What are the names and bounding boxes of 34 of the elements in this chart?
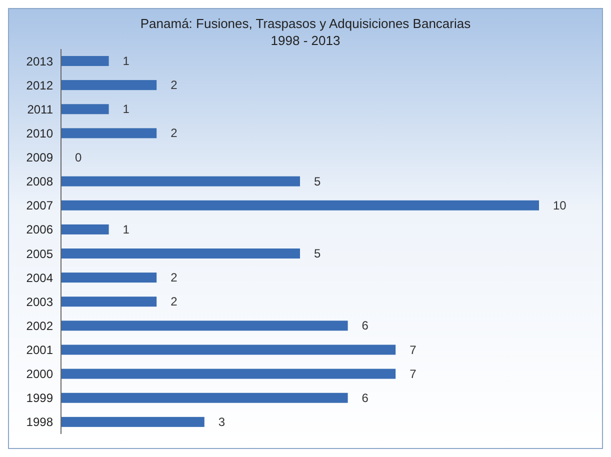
data-label: 5 — [314, 174, 321, 188]
y-tick-label: 2000 — [26, 367, 54, 382]
chart-subtitle: 1998 - 2013 — [270, 32, 342, 49]
y-tick-label: 2007 — [26, 198, 54, 213]
data-label: 0 — [75, 150, 82, 164]
y-tick-label: 1998 — [26, 415, 54, 430]
y-tick-label: 2008 — [26, 174, 54, 189]
chart-title: Panamá: Fusiones, Traspasos y Adquisiciones Bancarias — [139, 15, 472, 32]
data-label: 7 — [410, 366, 417, 381]
data-label: 7 — [410, 342, 417, 357]
data-label: 6 — [362, 390, 369, 405]
y-tick-label: 2004 — [26, 270, 54, 285]
y-tick-label: 2003 — [26, 294, 54, 309]
y-tick-label: 2002 — [26, 318, 54, 333]
data-label: 2 — [170, 78, 178, 92]
y-tick-label: 2006 — [26, 222, 54, 237]
data-label: 10 — [553, 198, 567, 212]
data-label: 6 — [362, 318, 369, 333]
data-label: 1 — [122, 222, 130, 236]
y-tick-label: 2013 — [26, 54, 54, 68]
data-label: 2 — [170, 126, 178, 140]
y-tick-label: 2001 — [26, 343, 54, 358]
data-label: 2 — [170, 270, 178, 285]
y-tick-label: 2010 — [26, 126, 54, 140]
data-label: 2 — [170, 294, 178, 309]
data-label: 3 — [218, 414, 226, 429]
data-label: 5 — [314, 246, 321, 260]
y-tick-label: 2012 — [26, 78, 54, 92]
y-tick-label: 2005 — [26, 246, 54, 261]
data-label: 1 — [122, 54, 130, 68]
y-tick-label: 2009 — [26, 150, 54, 165]
y-tick-label: 1999 — [26, 391, 54, 406]
data-label: 1 — [122, 102, 130, 116]
y-tick-label: 2011 — [27, 102, 54, 116]
